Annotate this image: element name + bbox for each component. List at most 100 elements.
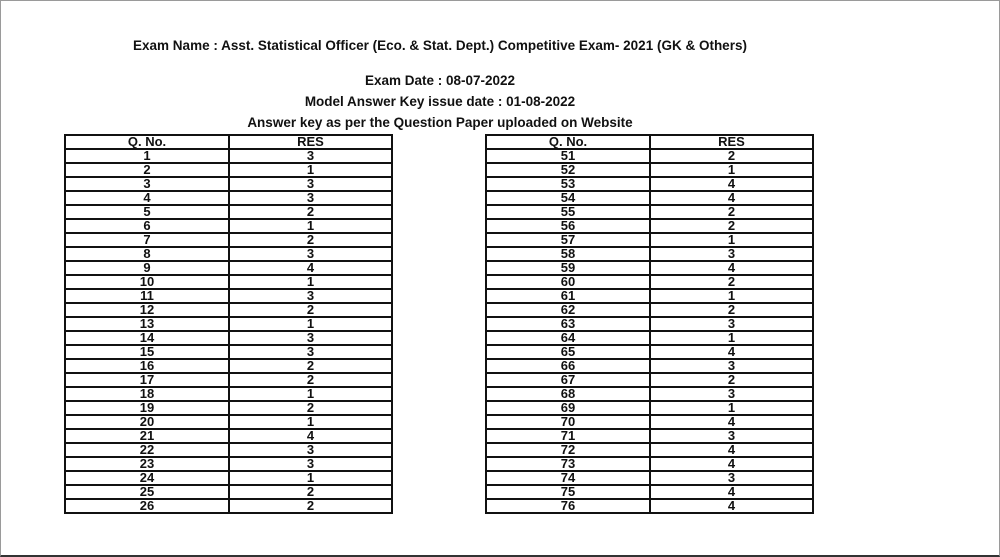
answer-cell: 4 xyxy=(649,456,814,472)
question-number-cell: 11 xyxy=(64,288,230,304)
answer-cell: 2 xyxy=(228,498,393,514)
table-row: 18 1 xyxy=(64,386,393,402)
question-number-cell: 74 xyxy=(485,470,651,486)
table-row: 15 3 xyxy=(64,344,393,360)
answer-cell: 1 xyxy=(649,232,814,248)
answer-cell: 1 xyxy=(228,162,393,178)
answer-cell: 3 xyxy=(649,316,814,332)
answer-cell: 4 xyxy=(649,414,814,430)
answer-cell: 1 xyxy=(649,400,814,416)
question-number-cell: 26 xyxy=(64,498,230,514)
table-header-row: Q. No. RES xyxy=(485,134,814,150)
question-number-cell: 62 xyxy=(485,302,651,318)
question-number-cell: 55 xyxy=(485,204,651,220)
answer-cell: 2 xyxy=(228,484,393,500)
table-row: 12 2 xyxy=(64,302,393,318)
answer-cell: 2 xyxy=(228,204,393,220)
table-row: 68 3 xyxy=(485,386,814,402)
answer-cell: 2 xyxy=(649,218,814,234)
answer-key-note: Answer key as per the Question Paper upl… xyxy=(247,115,633,130)
answer-cell: 2 xyxy=(228,400,393,416)
question-number-cell: 13 xyxy=(64,316,230,332)
column-header-res: RES xyxy=(649,134,814,150)
answer-cell: 1 xyxy=(228,218,393,234)
table-row: 17 2 xyxy=(64,372,393,388)
answer-cell: 2 xyxy=(228,358,393,374)
answer-cell: 1 xyxy=(649,162,814,178)
question-number-cell: 7 xyxy=(64,232,230,248)
exam-name: Exam Name : Asst. Statistical Officer (E… xyxy=(133,38,747,53)
table-header-row: Q. No. RES xyxy=(64,134,393,150)
question-number-cell: 1 xyxy=(64,148,230,164)
table-row: 67 2 xyxy=(485,372,814,388)
question-number-cell: 8 xyxy=(64,246,230,262)
question-number-cell: 18 xyxy=(64,386,230,402)
table-row: 53 4 xyxy=(485,176,814,192)
table-row: 51 2 xyxy=(485,148,814,164)
question-number-cell: 19 xyxy=(64,400,230,416)
question-number-cell: 57 xyxy=(485,232,651,248)
question-number-cell: 68 xyxy=(485,386,651,402)
table-row: 61 1 xyxy=(485,288,814,304)
answer-cell: 3 xyxy=(649,358,814,374)
question-number-cell: 60 xyxy=(485,274,651,290)
column-header-qno: Q. No. xyxy=(64,134,230,150)
answer-cell: 3 xyxy=(228,148,393,164)
table-row: 72 4 xyxy=(485,442,814,458)
question-number-cell: 21 xyxy=(64,428,230,444)
question-number-cell: 70 xyxy=(485,414,651,430)
answer-cell: 3 xyxy=(649,386,814,402)
question-number-cell: 10 xyxy=(64,274,230,290)
question-number-cell: 72 xyxy=(485,442,651,458)
answer-cell: 2 xyxy=(228,302,393,318)
table-row: 25 2 xyxy=(64,484,393,500)
answer-cell: 4 xyxy=(649,498,814,514)
question-number-cell: 17 xyxy=(64,372,230,388)
question-number-cell: 22 xyxy=(64,442,230,458)
question-number-cell: 16 xyxy=(64,358,230,374)
answer-cell: 3 xyxy=(649,470,814,486)
table-row: 56 2 xyxy=(485,218,814,234)
question-number-cell: 53 xyxy=(485,176,651,192)
table-row: 58 3 xyxy=(485,246,814,262)
question-number-cell: 23 xyxy=(64,456,230,472)
column-header-res: RES xyxy=(228,134,393,150)
answer-cell: 2 xyxy=(649,148,814,164)
table-row: 13 1 xyxy=(64,316,393,332)
question-number-cell: 20 xyxy=(64,414,230,430)
table-row: 14 3 xyxy=(64,330,393,346)
answer-cell: 4 xyxy=(649,344,814,360)
answer-cell: 3 xyxy=(228,176,393,192)
table-row: 60 2 xyxy=(485,274,814,290)
question-number-cell: 73 xyxy=(485,456,651,472)
table-row: 11 3 xyxy=(64,288,393,304)
question-number-cell: 6 xyxy=(64,218,230,234)
table-row: 71 3 xyxy=(485,428,814,444)
answer-cell: 4 xyxy=(649,190,814,206)
column-header-qno: Q. No. xyxy=(485,134,651,150)
table-row: 69 1 xyxy=(485,400,814,416)
question-number-cell: 59 xyxy=(485,260,651,276)
question-number-cell: 66 xyxy=(485,358,651,374)
question-number-cell: 4 xyxy=(64,190,230,206)
table-row: 57 1 xyxy=(485,232,814,248)
table-row: 64 1 xyxy=(485,330,814,346)
answer-cell: 2 xyxy=(649,274,814,290)
question-number-cell: 61 xyxy=(485,288,651,304)
answer-cell: 1 xyxy=(649,330,814,346)
answer-cell: 3 xyxy=(228,344,393,360)
question-number-cell: 3 xyxy=(64,176,230,192)
question-number-cell: 76 xyxy=(485,498,651,514)
answer-cell: 1 xyxy=(649,288,814,304)
answer-cell: 3 xyxy=(228,190,393,206)
table-row: 66 3 xyxy=(485,358,814,374)
answer-cell: 1 xyxy=(228,316,393,332)
answer-cell: 4 xyxy=(649,484,814,500)
answer-cell: 3 xyxy=(228,456,393,472)
table-row: 26 2 xyxy=(64,498,393,514)
